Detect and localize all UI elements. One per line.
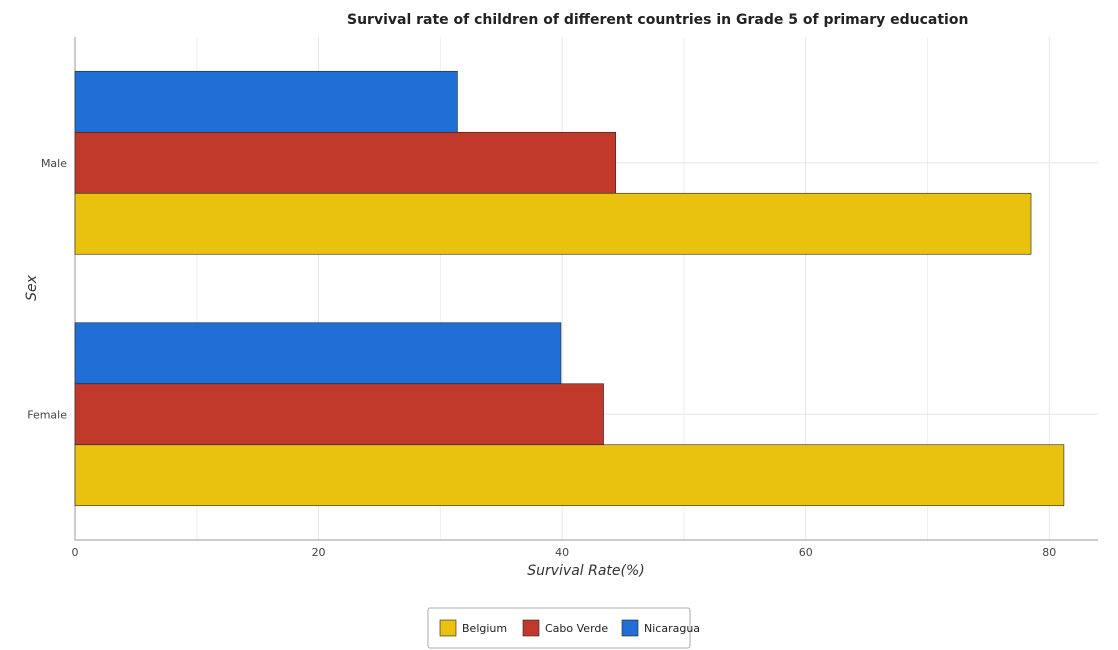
x-axis-label: Survival Rate(%) bbox=[527, 563, 645, 579]
x-tick-label: 60 bbox=[799, 546, 813, 559]
y-tick-label: Female bbox=[27, 408, 67, 421]
plot-area: 0 20 40 60 80 Female Male bbox=[27, 37, 1098, 559]
x-tick-label: 80 bbox=[1042, 546, 1056, 559]
x-tick-label: 20 bbox=[312, 546, 326, 559]
bar-nicaragua-female bbox=[75, 323, 561, 384]
chart-title: Survival rate of children of different c… bbox=[347, 12, 968, 28]
y-axis-label: Sex bbox=[24, 274, 40, 301]
x-tick-label: 0 bbox=[72, 546, 79, 559]
legend-label: Cabo Verde bbox=[545, 622, 608, 635]
bar-cabo-verde-female bbox=[75, 384, 604, 445]
legend: Belgium Cabo Verde Nicaragua bbox=[428, 608, 700, 648]
legend-label: Nicaragua bbox=[644, 622, 700, 635]
x-axis-ticks: 0 20 40 60 80 bbox=[72, 546, 1057, 559]
legend-swatch bbox=[523, 620, 539, 636]
x-tick-label: 40 bbox=[555, 546, 569, 559]
bar-belgium-male bbox=[75, 193, 1031, 254]
legend-swatch bbox=[440, 620, 456, 636]
legend-label: Belgium bbox=[462, 622, 507, 635]
bar-nicaragua-male bbox=[75, 71, 457, 132]
legend-swatch bbox=[622, 620, 638, 636]
bar-cabo-verde-male bbox=[75, 132, 616, 193]
bar-belgium-female bbox=[75, 445, 1064, 506]
y-tick-label: Male bbox=[41, 157, 67, 170]
